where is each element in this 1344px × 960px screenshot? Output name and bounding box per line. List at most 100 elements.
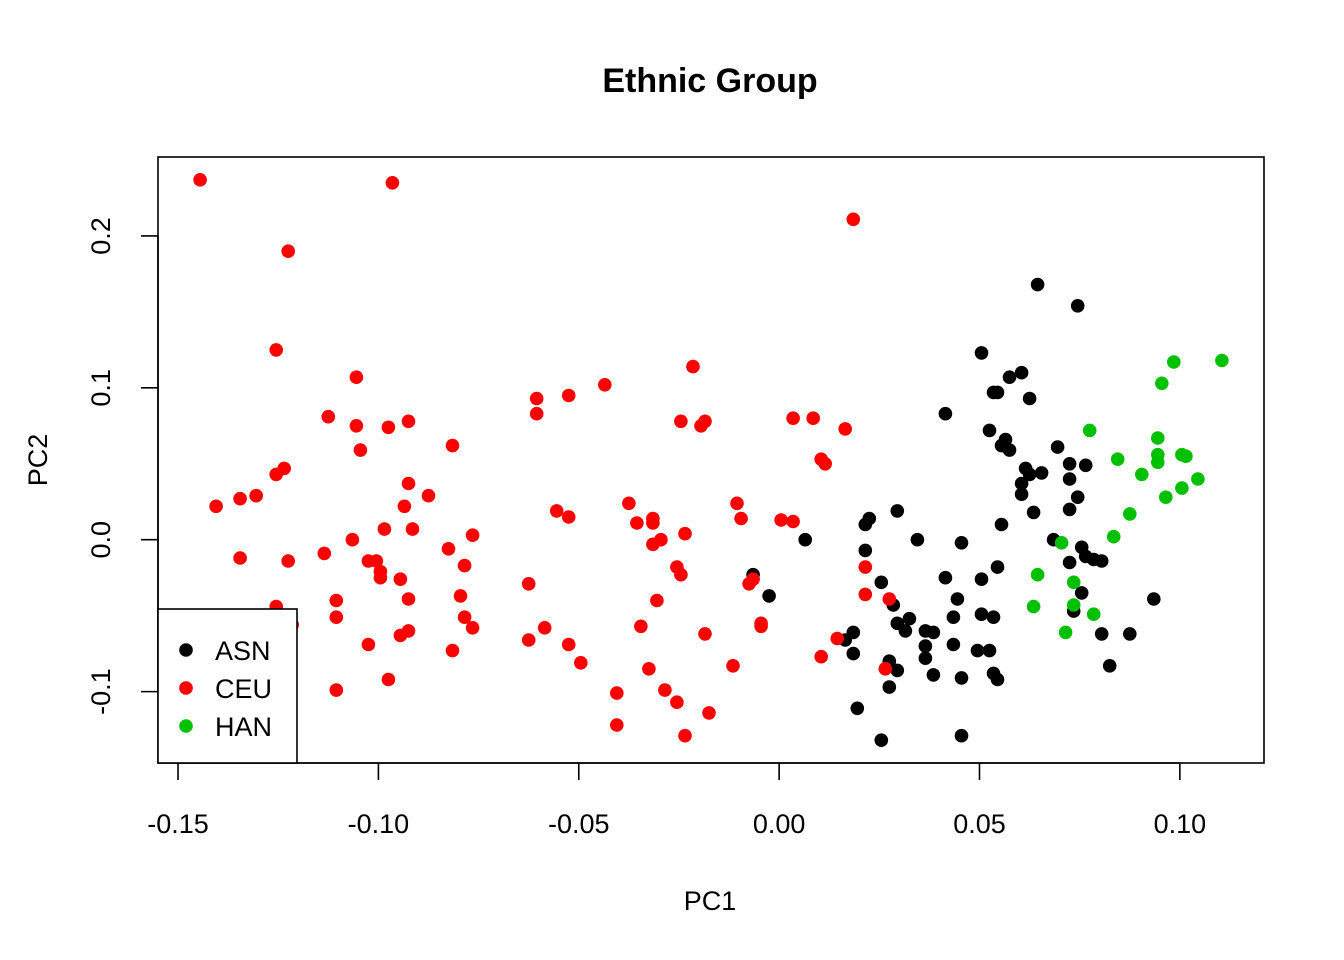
data-point	[401, 476, 416, 491]
data-point	[1026, 505, 1041, 520]
data-point	[846, 212, 861, 227]
series-han	[1026, 353, 1229, 640]
data-point	[1078, 458, 1093, 473]
data-point	[882, 680, 897, 694]
data-point	[401, 624, 416, 638]
data-point	[1030, 567, 1045, 582]
data-point	[1106, 529, 1121, 544]
data-point	[1054, 536, 1069, 550]
data-point	[1094, 627, 1109, 641]
plot-frame	[157, 156, 1265, 764]
data-point	[457, 558, 472, 573]
data-point	[674, 414, 688, 429]
data-point	[858, 517, 873, 532]
data-point	[441, 542, 456, 556]
data-point	[1094, 554, 1109, 568]
data-point	[349, 419, 364, 433]
data-point	[926, 668, 941, 682]
data-point	[974, 607, 989, 621]
series-asn	[746, 277, 1161, 747]
data-points	[193, 173, 1229, 747]
legend-marker-han	[179, 719, 193, 733]
data-point	[946, 637, 961, 652]
data-point	[918, 651, 933, 665]
data-point	[858, 543, 873, 558]
data-point	[1215, 353, 1229, 368]
data-point	[1159, 490, 1173, 505]
data-point	[1175, 481, 1189, 495]
data-point	[634, 619, 648, 634]
data-point	[674, 567, 688, 582]
data-point	[397, 499, 412, 514]
x-tick-label: 0.00	[753, 809, 806, 839]
data-point	[946, 610, 961, 624]
data-point	[1030, 277, 1045, 292]
data-point	[882, 592, 897, 606]
data-point	[529, 406, 544, 421]
data-point	[401, 414, 416, 429]
data-point	[858, 560, 873, 574]
data-point	[890, 504, 905, 518]
data-point	[537, 621, 552, 635]
data-point	[1135, 467, 1149, 482]
y-axis: -0.1 0.0 0.1 0.2	[86, 217, 159, 715]
data-point	[549, 504, 564, 518]
data-point	[982, 423, 997, 438]
data-point	[726, 659, 740, 673]
data-point	[561, 510, 576, 524]
data-point	[990, 560, 1005, 574]
y-axis-label: PC2	[23, 434, 53, 487]
y-tick-label: 0.0	[86, 521, 116, 559]
data-point	[926, 625, 941, 640]
data-point	[349, 370, 364, 385]
data-point	[233, 491, 247, 506]
data-point	[521, 577, 536, 591]
data-point	[1062, 555, 1077, 570]
data-point	[846, 646, 861, 661]
data-point	[734, 511, 748, 526]
data-point	[610, 718, 624, 732]
data-point	[1147, 592, 1161, 606]
x-tick-label: 0.05	[953, 809, 1006, 839]
data-point	[381, 420, 396, 435]
data-point	[902, 611, 917, 626]
data-point	[970, 643, 985, 658]
data-point	[1070, 490, 1085, 505]
data-point	[445, 438, 460, 453]
data-point	[1026, 599, 1041, 614]
data-point	[321, 409, 336, 424]
data-point	[1066, 598, 1081, 612]
data-point	[1022, 467, 1037, 482]
data-point	[990, 385, 1005, 400]
data-point	[361, 637, 376, 652]
data-point	[457, 610, 472, 624]
data-point	[1014, 365, 1029, 380]
series-ceu	[193, 173, 897, 743]
data-point	[1022, 391, 1037, 406]
data-point	[373, 570, 388, 585]
data-point	[329, 683, 344, 697]
legend-marker-ceu	[179, 681, 193, 695]
data-point	[646, 516, 660, 530]
legend-marker-asn	[179, 643, 193, 657]
data-point	[561, 637, 576, 652]
data-point	[329, 593, 344, 608]
data-point	[1062, 472, 1077, 486]
legend-label-asn: ASN	[215, 636, 271, 666]
data-point	[381, 672, 396, 687]
data-point	[818, 457, 832, 471]
data-point	[954, 728, 969, 743]
data-point	[1070, 299, 1085, 313]
x-tick-label: 0.10	[1154, 809, 1207, 839]
data-point	[1110, 452, 1125, 467]
legend-label-ceu: CEU	[215, 674, 272, 704]
data-point	[521, 633, 536, 647]
data-point	[1191, 472, 1205, 486]
data-point	[1151, 455, 1165, 470]
data-point	[445, 643, 460, 658]
data-point	[990, 672, 1005, 687]
data-point	[754, 619, 768, 634]
data-point	[910, 532, 925, 547]
data-point	[353, 443, 368, 457]
data-point	[898, 624, 913, 638]
